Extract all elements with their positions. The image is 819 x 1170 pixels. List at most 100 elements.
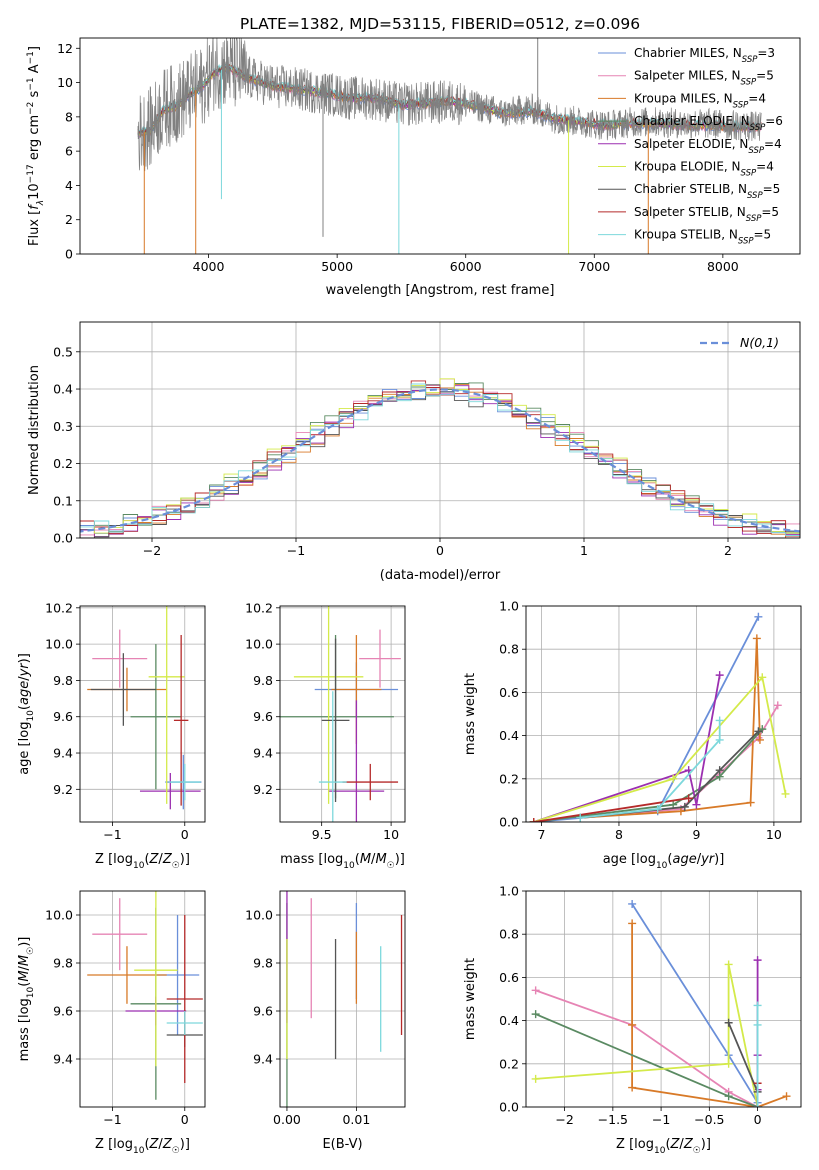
- legend-text: =5: [763, 182, 781, 196]
- y-tick-label: 9.8: [253, 956, 273, 971]
- y-tick-label: 0.0: [499, 815, 519, 830]
- axis-label: age [log10(age/yr)]: [603, 852, 725, 871]
- legend-text: Salpeter MILES, N: [634, 69, 741, 83]
- x-tick-label: 7: [538, 827, 546, 842]
- x-tick-label: 2: [724, 543, 732, 558]
- axes-frame: [79, 890, 206, 1108]
- label-part: )]: [17, 937, 32, 947]
- x-tick-label: 10: [383, 827, 399, 842]
- weight-marker-8: [715, 735, 724, 744]
- label-part: 10: [656, 861, 668, 871]
- label-part: ☉: [387, 861, 395, 871]
- label-part: )]: [714, 852, 724, 867]
- y-tick-label: 0.2: [499, 771, 519, 786]
- label-part: /: [158, 1137, 163, 1152]
- x-tick-label: −2: [555, 1112, 573, 1127]
- x-tick-label: 8: [615, 827, 623, 842]
- axes-frame: [79, 321, 801, 539]
- x-axis-label: (data-model)/error: [380, 568, 501, 583]
- x-tick-label: 0: [436, 543, 444, 558]
- y-tick-label: 9.8: [53, 673, 73, 688]
- y-tick-label: 10.0: [45, 637, 73, 652]
- y-tick-label: 0.2: [53, 456, 73, 471]
- axis-label: mass [log10(M/M☉)]: [17, 937, 36, 1062]
- label-part: /: [371, 852, 376, 867]
- legend-text: Chabrier MILES, N: [634, 46, 742, 60]
- weight-marker-5: [724, 1059, 733, 1068]
- weight-line-8: [580, 720, 721, 819]
- label-part: f: [27, 203, 42, 210]
- label-part: M: [17, 955, 32, 966]
- y-tick-label: 8: [65, 109, 73, 124]
- x-tick-label: −2: [143, 543, 161, 558]
- label-part: ☉: [26, 947, 36, 955]
- weight-marker-8: [753, 1001, 762, 1010]
- weight-marker-3: [724, 1092, 733, 1101]
- legend-text: Salpeter ELODIE, N: [634, 137, 748, 151]
- label-part: (: [667, 852, 672, 867]
- legend-sub: SSP: [733, 100, 749, 110]
- weight-marker-2: [628, 1020, 637, 1029]
- plot-area: [280, 606, 401, 822]
- y-tick-label: 9.8: [53, 956, 73, 971]
- label-part: ☉: [693, 1146, 701, 1156]
- label-part: 10: [343, 861, 355, 871]
- plot-area: [80, 378, 800, 538]
- x-tick-label: −1.5: [598, 1112, 628, 1127]
- legend-entry-2: Kroupa MILES, NSSP=4: [634, 91, 766, 110]
- weight-marker-3: [531, 1010, 540, 1019]
- label-part: Z: [149, 852, 160, 867]
- label-part: M: [17, 970, 32, 981]
- label-part: )]: [395, 852, 405, 867]
- normal-curve: [80, 388, 800, 533]
- label-part: /: [697, 852, 702, 867]
- plot-area: [87, 606, 202, 810]
- y-axis-label: mass weight: [463, 958, 478, 1040]
- label-part: (: [17, 982, 32, 987]
- label-part: yr: [17, 662, 32, 678]
- y-tick-label: 9.2: [253, 782, 273, 797]
- legend-entry: N(0,1): [740, 335, 779, 350]
- legend-sub: SSP: [742, 55, 758, 65]
- legend-entry-8: Kroupa STELIB, NSSP=5: [634, 228, 771, 247]
- y-axis-label: Normed distribution: [27, 365, 42, 495]
- legend-entry-4: Salpeter ELODIE, NSSP=4: [634, 137, 782, 156]
- legend-text: =4: [748, 91, 766, 105]
- y-tick-label: 9.6: [53, 709, 73, 724]
- label-part: age: [17, 681, 32, 705]
- x-tick-label: 0.00: [273, 1112, 301, 1127]
- y-tick-label: 0: [65, 247, 73, 262]
- legend-text: Chabrier ELODIE, N: [634, 114, 750, 128]
- y-tick-label: 0.6: [499, 970, 519, 985]
- label-part: age [log: [603, 852, 656, 867]
- axes-frame: [525, 605, 802, 823]
- y-tick-label: 9.4: [253, 1052, 273, 1067]
- y-tick-label: 0.5: [53, 344, 73, 359]
- label-part: erg cm: [27, 115, 42, 164]
- plot-area: [286, 891, 403, 1107]
- legend-sub: SSP: [741, 78, 757, 88]
- label-part: −1: [26, 51, 36, 64]
- weight-marker-1: [773, 701, 782, 710]
- y-tick-label: 0.3: [53, 419, 73, 434]
- label-part: 10: [26, 986, 36, 998]
- axes-frame: [525, 890, 802, 1108]
- weight-marker-8: [753, 1103, 762, 1107]
- label-part: A: [27, 64, 42, 77]
- label-part: ☉: [172, 1146, 180, 1156]
- label-part: (: [144, 852, 149, 867]
- label-part: s: [27, 90, 42, 101]
- axes-frame: [79, 605, 206, 823]
- y-tick-label: 0.8: [499, 642, 519, 657]
- label-part: /: [17, 676, 32, 681]
- weight-marker-2: [628, 919, 637, 928]
- x-tick-label: 9: [692, 827, 700, 842]
- legend-sub: SSP: [748, 146, 764, 156]
- x-tick-label: 6000: [450, 259, 482, 274]
- label-part: (: [355, 852, 360, 867]
- axis-label: Z [log10(Z/Z☉)]: [616, 1137, 711, 1156]
- x-tick-label: −1: [287, 543, 305, 558]
- weight-marker-0: [628, 899, 637, 908]
